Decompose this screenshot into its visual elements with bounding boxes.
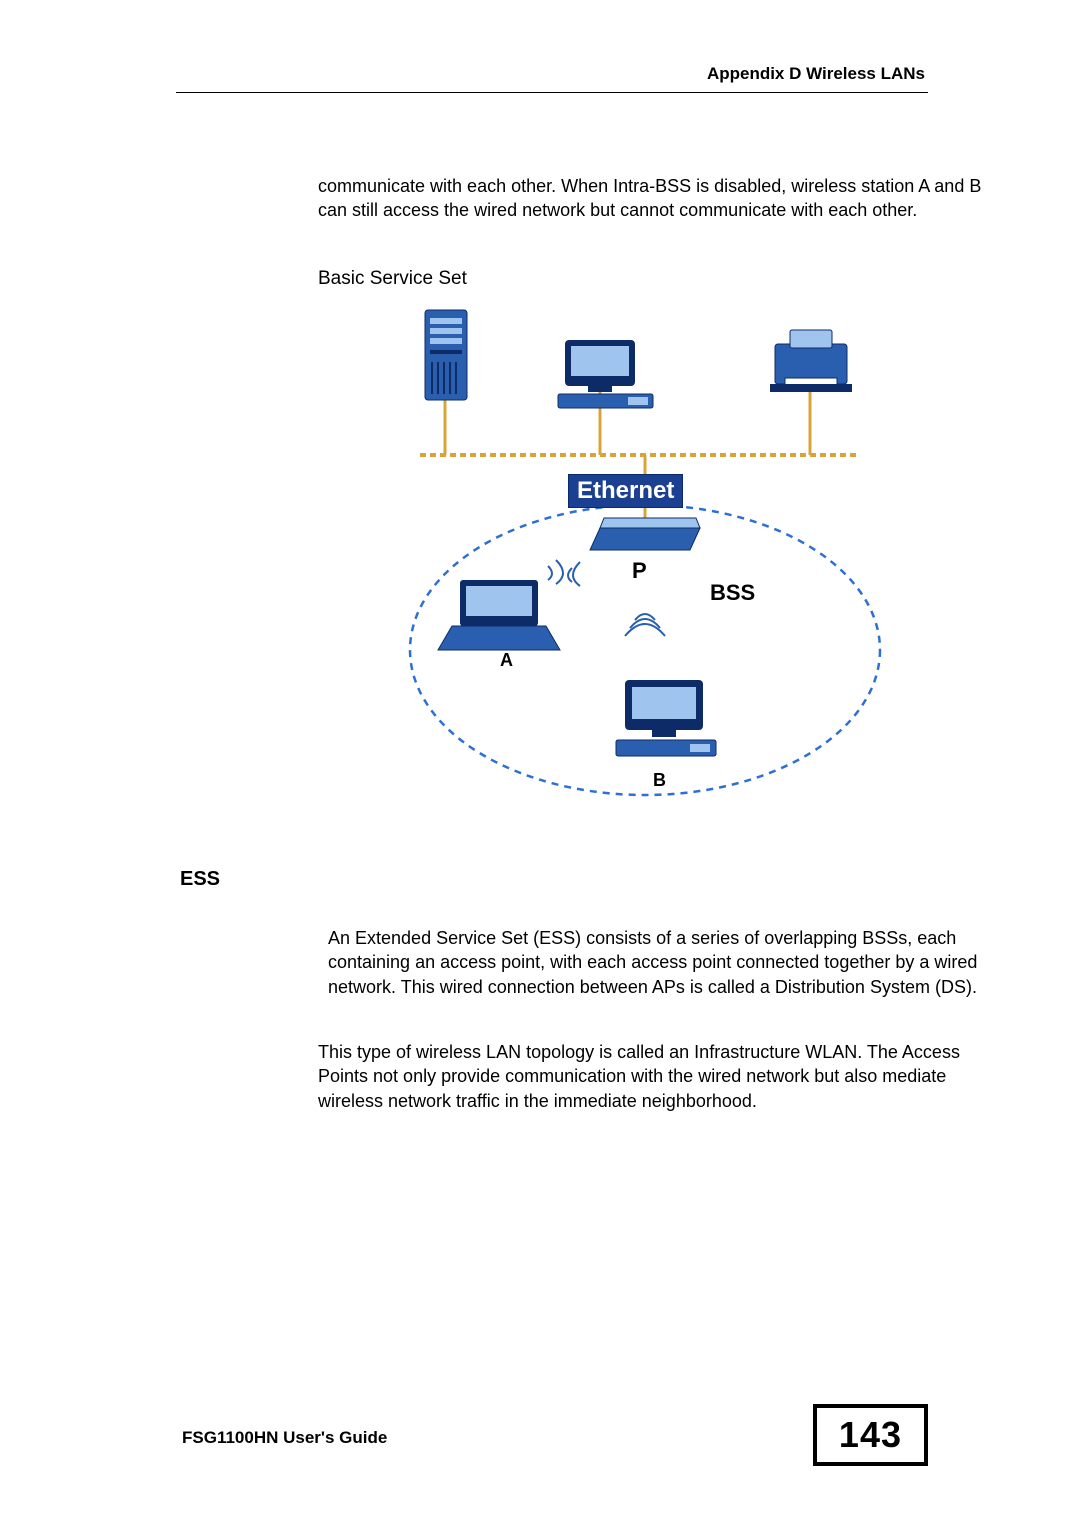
server-icon — [425, 310, 467, 400]
a-label: A — [500, 650, 513, 671]
footer-guide: FSG1100HN User's Guide — [182, 1428, 387, 1448]
figure-caption: Basic Service Set — [318, 268, 467, 290]
desktop-icon — [558, 340, 653, 408]
b-label: B — [653, 770, 666, 791]
p-label: P — [632, 558, 647, 584]
desktop-b-icon — [616, 680, 716, 756]
bss-label: BSS — [710, 580, 755, 606]
heading-ess: ESS — [180, 868, 220, 891]
access-point-icon — [590, 518, 700, 550]
laptop-a-icon — [438, 580, 560, 650]
paragraph-intra-bss: communicate with each other. When Intra-… — [318, 174, 998, 223]
figure-bss: Ethernet P BSS A B — [370, 300, 930, 830]
paragraph-ess-definition: An Extended Service Set (ESS) consists o… — [328, 926, 988, 999]
header-rule — [176, 92, 928, 93]
page-number: 143 — [813, 1404, 928, 1466]
wifi-signal-icon — [625, 614, 665, 636]
bss-diagram-svg — [370, 300, 930, 830]
printer-icon — [770, 330, 852, 392]
ethernet-label: Ethernet — [568, 474, 683, 508]
paragraph-infrastructure-wlan: This type of wireless LAN topology is ca… — [318, 1040, 998, 1113]
header-appendix: Appendix D Wireless LANs — [707, 64, 925, 84]
page: Appendix D Wireless LANs communicate wit… — [0, 0, 1080, 1528]
